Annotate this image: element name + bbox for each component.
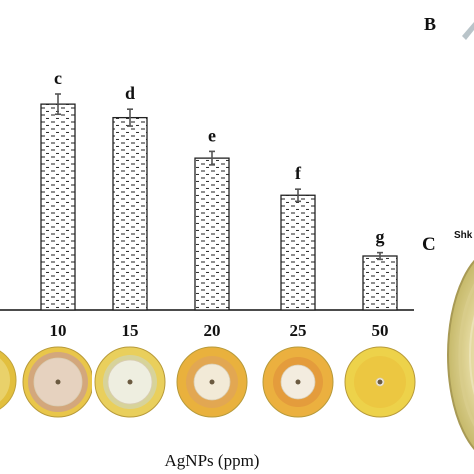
bar-25 [280, 194, 316, 311]
x-tick-label-20: 20 [204, 321, 221, 340]
bar-50 [362, 255, 398, 311]
petri-plate-25 [260, 344, 336, 420]
x-axis-title: AgNPs (ppm) [165, 451, 260, 470]
significance-letter-50: g [376, 227, 385, 247]
bar-15 [112, 116, 148, 311]
error-bar-15 [127, 108, 133, 127]
plate-partial-left [0, 350, 17, 410]
petri-plate-10 [20, 344, 96, 420]
panel-label-b: B [424, 14, 436, 34]
significance-letter-25: f [295, 163, 302, 183]
significance-letters: c d e f g [54, 68, 385, 247]
panel-c-side-text: Shk [454, 230, 473, 241]
x-tick-labels: 10 15 20 25 50 [50, 321, 389, 340]
bar-series [40, 103, 398, 311]
petri-plate-20 [174, 344, 250, 420]
panel-b-fragment [462, 22, 474, 40]
bar-10 [40, 103, 76, 311]
significance-letter-20: e [208, 125, 216, 145]
error-bar-50 [377, 251, 383, 261]
error-bar-25 [295, 188, 301, 203]
petri-plate-15 [92, 344, 168, 420]
error-bars [55, 93, 383, 261]
x-tick-label-10: 10 [50, 321, 67, 340]
significance-letter-10: c [54, 68, 62, 88]
panel-c-dish [447, 259, 474, 451]
x-tick-label-15: 15 [122, 321, 139, 340]
petri-plate-50 [342, 344, 418, 420]
panel-label-c: C [422, 234, 436, 255]
plate-strip [0, 344, 418, 420]
x-tick-label-25: 25 [290, 321, 307, 340]
error-bar-20 [209, 150, 215, 166]
error-bar-10 [55, 93, 61, 116]
bar-20 [194, 157, 230, 311]
significance-letter-15: d [125, 83, 135, 103]
x-tick-label-50: 50 [372, 321, 389, 340]
